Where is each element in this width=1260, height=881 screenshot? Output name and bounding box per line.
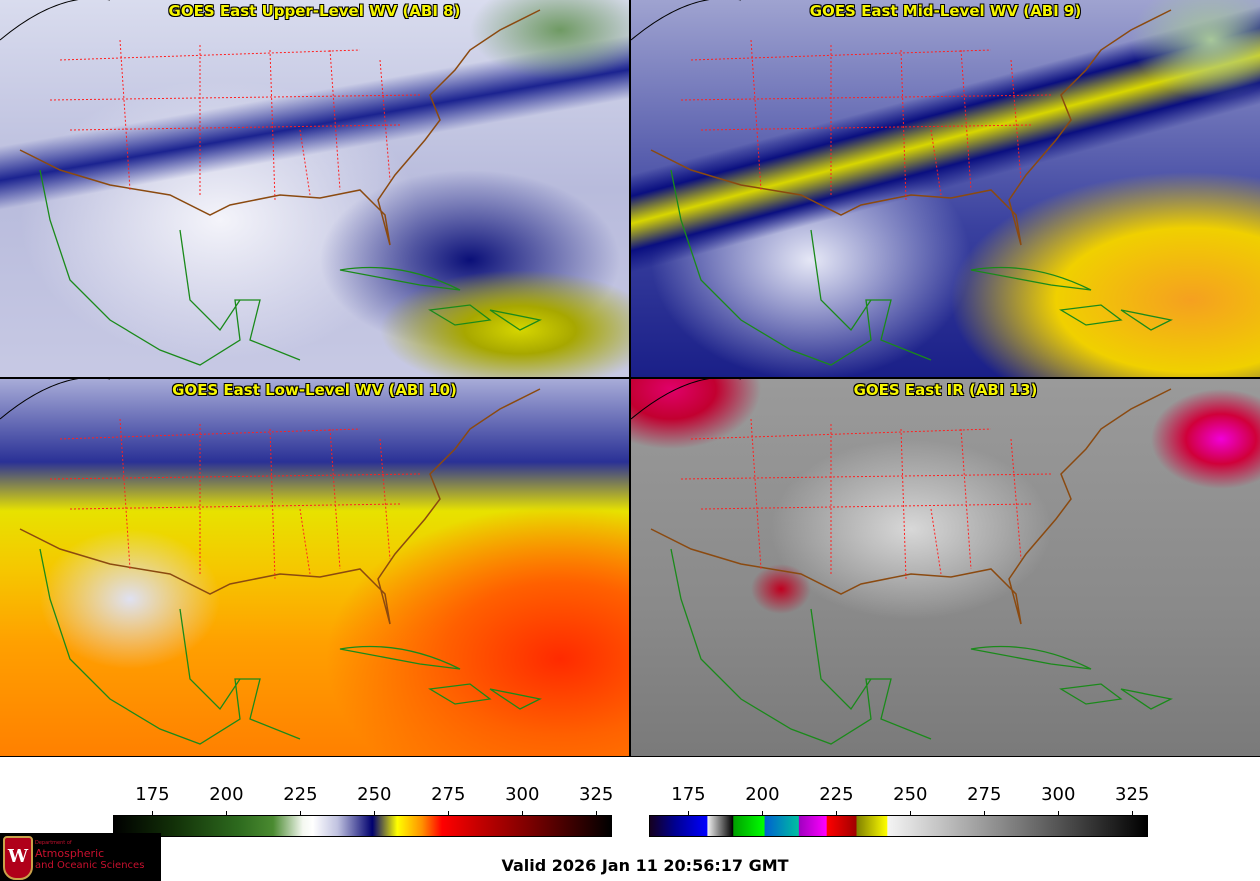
wv-colorbar: 175 200 225 250 275 300 325 bbox=[113, 784, 613, 837]
panel-title: GOES East Upper-Level WV (ABI 8) bbox=[168, 2, 461, 20]
colorbar-tick bbox=[374, 811, 376, 816]
colorbar-tick bbox=[448, 811, 450, 816]
colorbar-tick bbox=[152, 811, 154, 816]
panel-title: GOES East Low-Level WV (ABI 10) bbox=[172, 381, 457, 399]
panel-ir: GOES East IR (ABI 13) bbox=[630, 378, 1260, 757]
colorbar-tick bbox=[762, 811, 764, 816]
ir-colorbar: 175 200 225 250 275 300 325 bbox=[649, 784, 1149, 837]
aos-logo: W Department of Atmospheric and Oceanic … bbox=[0, 833, 161, 881]
logo-line-1: Department of bbox=[35, 840, 72, 846]
colorbar-tick-label: 225 bbox=[283, 784, 318, 805]
colorbar-tick-label: 275 bbox=[967, 784, 1002, 805]
colorbar-tick-label: 175 bbox=[671, 784, 706, 805]
colorbar-tick-label: 250 bbox=[357, 784, 392, 805]
logo-line-2: Atmospheric bbox=[35, 847, 105, 860]
colorbar-tick bbox=[984, 811, 986, 816]
colorbar-tick bbox=[1058, 811, 1060, 816]
colorbar-tick-label: 200 bbox=[745, 784, 780, 805]
map-overlay bbox=[0, 0, 541, 366]
colorbar-tick-label: 225 bbox=[819, 784, 854, 805]
colorbar-tick-label: 200 bbox=[209, 784, 244, 805]
uw-crest-icon: W bbox=[3, 836, 33, 880]
colorbar-tick-label: 300 bbox=[1041, 784, 1076, 805]
colorbar-tick bbox=[688, 811, 690, 816]
colorbar-tick bbox=[226, 811, 228, 816]
panel-low-level-wv: GOES East Low-Level WV (ABI 10) bbox=[0, 378, 630, 757]
colorbar-tick bbox=[596, 811, 598, 816]
map-overlay bbox=[0, 379, 541, 745]
panel-upper-level-wv: GOES East Upper-Level WV (ABI 8) bbox=[0, 0, 630, 378]
colorbar-tick-label: 325 bbox=[579, 784, 614, 805]
colorbar-tick bbox=[836, 811, 838, 816]
colorbar-tick-label: 175 bbox=[135, 784, 170, 805]
colorbar-tick bbox=[1132, 811, 1134, 816]
panel-mid-level-wv: GOES East Mid-Level WV (ABI 9) bbox=[630, 0, 1260, 378]
colorbar-tick-label: 275 bbox=[431, 784, 466, 805]
map-overlay bbox=[631, 379, 1172, 745]
colorbar-tick-label: 325 bbox=[1115, 784, 1150, 805]
panel-title: GOES East IR (ABI 13) bbox=[853, 381, 1038, 399]
colorbar-tick bbox=[522, 811, 524, 816]
logo-line-3: and Oceanic Sciences bbox=[35, 860, 145, 871]
map-overlay bbox=[631, 0, 1172, 366]
colorbar-tick-label: 300 bbox=[505, 784, 540, 805]
colorbar-tick bbox=[300, 811, 302, 816]
colorbar-tick-label: 250 bbox=[893, 784, 928, 805]
colorbar-tick bbox=[910, 811, 912, 816]
valid-time: Valid 2026 Jan 11 20:56:17 GMT bbox=[501, 856, 789, 875]
panel-title: GOES East Mid-Level WV (ABI 9) bbox=[809, 2, 1082, 20]
